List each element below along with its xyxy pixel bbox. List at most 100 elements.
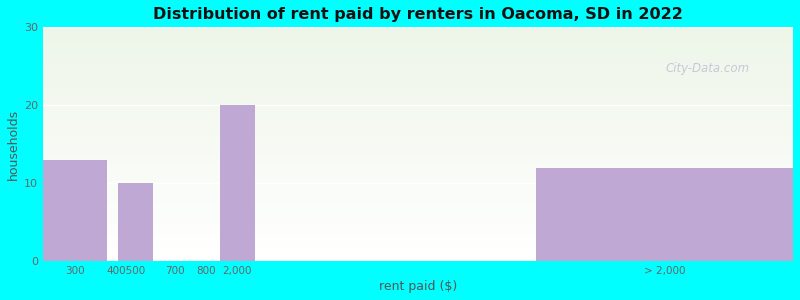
Bar bbox=[43, 135, 793, 136]
Bar bbox=[43, 124, 793, 125]
Bar bbox=[43, 156, 793, 157]
Bar bbox=[43, 52, 793, 53]
Bar bbox=[43, 83, 793, 84]
Bar bbox=[43, 258, 793, 259]
Bar bbox=[43, 118, 793, 119]
Bar bbox=[43, 99, 793, 100]
Bar bbox=[43, 168, 793, 169]
X-axis label: rent paid ($): rent paid ($) bbox=[379, 280, 458, 293]
Bar bbox=[43, 49, 793, 50]
Bar bbox=[43, 132, 793, 133]
Bar bbox=[43, 56, 793, 57]
Bar bbox=[43, 84, 793, 85]
Bar bbox=[43, 75, 793, 76]
Bar bbox=[43, 238, 793, 239]
Bar bbox=[43, 47, 793, 48]
Bar bbox=[43, 219, 793, 220]
Bar bbox=[43, 239, 793, 240]
Bar bbox=[43, 46, 793, 47]
Bar bbox=[43, 254, 793, 255]
Bar bbox=[43, 82, 793, 83]
Bar bbox=[43, 197, 793, 198]
Bar bbox=[43, 69, 793, 70]
Bar bbox=[43, 205, 793, 206]
Bar bbox=[43, 85, 793, 86]
Bar bbox=[43, 35, 793, 36]
Bar bbox=[43, 94, 793, 95]
Bar bbox=[43, 120, 793, 121]
Bar bbox=[43, 250, 793, 251]
Bar bbox=[43, 224, 793, 225]
Bar bbox=[43, 185, 793, 186]
Bar bbox=[43, 43, 793, 44]
Bar bbox=[43, 187, 793, 188]
Bar bbox=[43, 208, 793, 209]
Bar bbox=[43, 177, 793, 178]
Bar bbox=[43, 195, 793, 196]
Bar bbox=[43, 152, 793, 153]
Bar bbox=[43, 104, 793, 105]
Bar bbox=[43, 183, 793, 184]
Bar bbox=[43, 193, 793, 194]
Bar bbox=[43, 101, 793, 102]
Bar bbox=[43, 238, 793, 239]
Bar bbox=[43, 143, 793, 144]
Bar bbox=[43, 242, 793, 243]
Bar bbox=[43, 91, 793, 92]
Bar bbox=[43, 162, 793, 163]
Bar bbox=[220, 105, 254, 261]
Bar bbox=[43, 231, 793, 232]
Bar bbox=[43, 145, 793, 146]
Bar bbox=[43, 103, 793, 104]
Bar bbox=[43, 159, 793, 160]
Bar bbox=[43, 245, 793, 246]
Bar bbox=[43, 59, 793, 60]
Bar bbox=[43, 200, 793, 201]
Bar bbox=[43, 121, 793, 122]
Bar bbox=[43, 139, 793, 140]
Bar bbox=[43, 167, 793, 168]
Bar bbox=[43, 194, 793, 195]
Bar bbox=[43, 100, 793, 101]
Bar bbox=[43, 160, 793, 161]
Bar bbox=[43, 112, 793, 113]
Bar bbox=[43, 236, 793, 237]
Bar bbox=[43, 129, 793, 130]
Bar bbox=[43, 125, 793, 126]
Bar bbox=[43, 234, 793, 235]
Bar bbox=[43, 230, 793, 231]
Bar bbox=[43, 176, 793, 177]
Bar bbox=[43, 233, 793, 234]
Bar bbox=[43, 38, 793, 39]
Bar bbox=[43, 153, 793, 154]
Bar bbox=[43, 78, 793, 79]
Bar bbox=[43, 171, 793, 172]
Bar bbox=[43, 141, 793, 142]
Bar bbox=[43, 107, 793, 108]
Bar bbox=[43, 106, 793, 107]
Bar bbox=[43, 170, 793, 171]
Bar bbox=[43, 77, 793, 78]
Bar bbox=[43, 66, 793, 67]
Text: City-Data.com: City-Data.com bbox=[666, 62, 750, 75]
Bar bbox=[43, 70, 793, 71]
Bar bbox=[43, 110, 793, 111]
Bar bbox=[43, 163, 793, 164]
Bar bbox=[43, 186, 793, 187]
Bar bbox=[43, 191, 793, 192]
Bar bbox=[43, 122, 793, 123]
Bar bbox=[43, 102, 793, 103]
Bar bbox=[43, 144, 793, 145]
Bar bbox=[43, 196, 793, 197]
Bar bbox=[43, 74, 793, 75]
Bar bbox=[43, 173, 793, 174]
Bar bbox=[43, 123, 793, 124]
Bar bbox=[43, 41, 793, 42]
Bar bbox=[43, 33, 793, 34]
Bar bbox=[43, 133, 793, 134]
Bar bbox=[43, 73, 793, 74]
Bar bbox=[43, 27, 793, 28]
Bar bbox=[43, 51, 793, 52]
Bar bbox=[43, 201, 793, 202]
Bar bbox=[43, 243, 793, 244]
